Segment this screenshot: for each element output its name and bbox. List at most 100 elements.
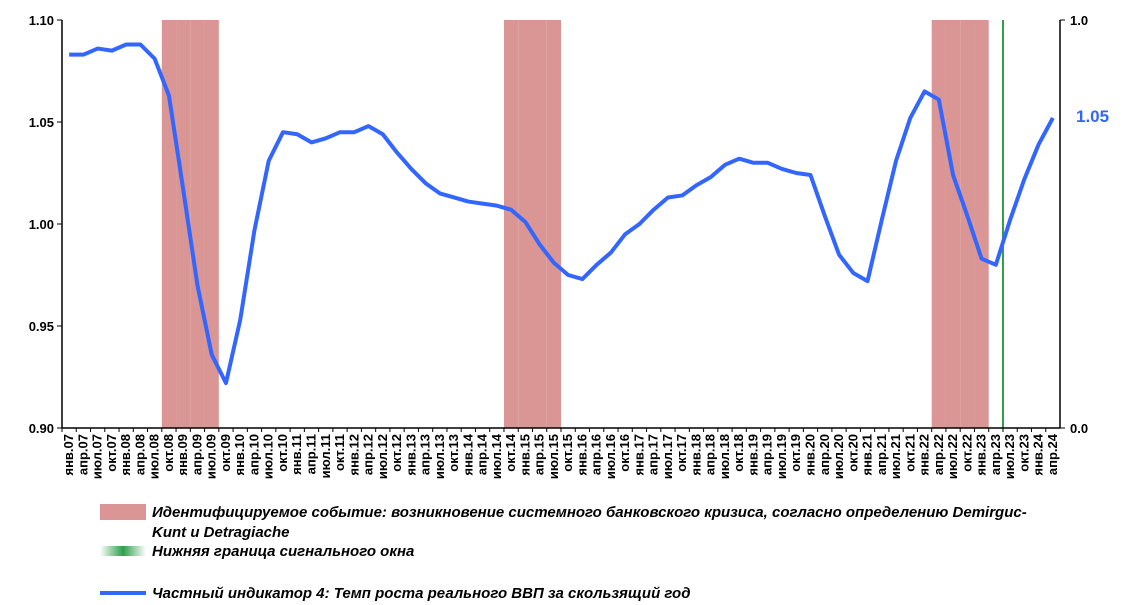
x-tick-label: июл.22	[945, 434, 960, 479]
x-tick-label: янв.21	[860, 434, 875, 476]
x-tick-label: июл.18	[717, 434, 732, 479]
x-tick-label: окт.21	[902, 434, 917, 472]
x-tick-label: июл.08	[147, 434, 162, 479]
x-tick-label: апр.08	[132, 434, 147, 475]
indicator-line	[69, 42, 1055, 386]
x-tick-label: янв.17	[631, 434, 646, 476]
crisis-band	[974, 20, 989, 428]
x-tick-label: апр.22	[931, 434, 946, 475]
x-tick-label: июл.17	[660, 434, 675, 479]
crisis-band	[503, 20, 519, 428]
x-tick-label: апр.14	[475, 433, 490, 475]
x-tick-label: янв.20	[803, 434, 818, 476]
x-tick-label: апр.16	[589, 434, 604, 475]
x-tick-label: янв.14	[460, 433, 475, 475]
x-tick-label: янв.24	[1031, 433, 1046, 475]
crisis-band	[960, 20, 975, 428]
x-tick-label: янв.22	[917, 434, 932, 476]
x-tick-label: апр.12	[361, 434, 376, 475]
legend-item: Частный индикатор 4: Темп роста реальног…	[100, 584, 1032, 604]
x-tick-label: окт.23	[1016, 434, 1031, 472]
y-tick-label: 1.05	[29, 115, 54, 130]
x-tick-label: янв.19	[745, 434, 760, 476]
x-tick-label: окт.16	[617, 434, 632, 472]
x-tick-label: апр.20	[817, 434, 832, 475]
x-tick-label: июл.23	[1002, 434, 1017, 479]
crisis-band	[176, 20, 191, 428]
signal-window-line	[1001, 20, 1004, 428]
x-tick-label: апр.19	[760, 434, 775, 475]
y-tick-label: 1.00	[29, 217, 54, 232]
x-tick-label: окт.12	[389, 434, 404, 472]
x-tick-label: янв.16	[574, 434, 589, 476]
x-tick-label: янв.23	[974, 434, 989, 476]
x-tick-label: янв.07	[61, 434, 76, 476]
x-tick-label: июл.11	[318, 434, 333, 478]
x-tick-label: янв.10	[232, 434, 247, 476]
x-tick-label: июл.13	[432, 434, 447, 479]
x-tick-label: июл.19	[774, 434, 789, 479]
crisis-band	[204, 20, 219, 428]
x-tick-label: апр.13	[418, 434, 433, 475]
legend-swatch	[100, 591, 146, 595]
x-tick-label: июл.10	[261, 434, 276, 479]
x-tick-label: окт.18	[731, 434, 746, 472]
crisis-band	[945, 20, 961, 428]
x-tick-label: апр.15	[532, 434, 547, 475]
x-tick-label: янв.15	[517, 434, 532, 476]
crisis-band	[546, 20, 561, 428]
x-tick-label: апр.11	[304, 434, 319, 474]
x-tick-label: апр.23	[988, 434, 1003, 475]
x-tick-label: окт.17	[674, 434, 689, 472]
y-tick-label: 1.10	[29, 13, 54, 28]
x-tick-label: окт.19	[788, 434, 803, 472]
legend-swatch	[100, 504, 146, 520]
legend-item: Нижняя граница сигнального окна	[100, 542, 1032, 562]
x-tick-label: окт.13	[446, 434, 461, 472]
x-tick-label: июл.07	[90, 434, 105, 479]
legend-label: Идентифицируемое событие: возникновение …	[152, 504, 1027, 541]
x-tick-label: июл.21	[888, 434, 903, 479]
x-tick-label: янв.18	[688, 434, 703, 476]
y-tick-label: 0.90	[29, 421, 54, 436]
x-tick-label: окт.10	[275, 434, 290, 472]
x-tick-label: апр.21	[874, 434, 889, 475]
x-tick-label: окт.14	[503, 433, 518, 472]
x-tick-label: апр.18	[703, 434, 718, 475]
x-tick-label: окт.08	[161, 434, 176, 472]
x-tick-label: окт.07	[104, 434, 119, 472]
x-tick-label: апр.07	[75, 434, 90, 475]
value-label: 1.05	[1076, 107, 1109, 126]
x-tick-label: июл.15	[546, 434, 561, 479]
crisis-band	[931, 20, 946, 428]
x-tick-label: окт.15	[560, 434, 575, 472]
x-tick-label: июл.12	[375, 434, 390, 479]
x-tick-label: июл.20	[831, 434, 846, 479]
crisis-band	[190, 20, 205, 428]
x-tick-label: окт.20	[845, 434, 860, 472]
x-tick-label: июл.14	[489, 433, 504, 479]
x-tick-label: янв.13	[403, 434, 418, 476]
y2-tick-label: 1.0	[1070, 13, 1088, 28]
x-tick-label: янв.11	[289, 434, 304, 475]
x-tick-label: апр.17	[646, 434, 661, 475]
legend-label: Частный индикатор 4: Темп роста реальног…	[152, 585, 691, 602]
x-tick-label: янв.08	[118, 434, 133, 476]
x-tick-label: апр.24	[1045, 433, 1060, 475]
x-tick-label: окт.09	[218, 434, 233, 472]
x-tick-label: июл.16	[603, 434, 618, 479]
crisis-band	[532, 20, 547, 428]
x-tick-label: окт.22	[959, 434, 974, 472]
x-tick-label: окт.11	[332, 434, 347, 471]
x-tick-label: апр.09	[189, 434, 204, 475]
x-tick-label: апр.10	[246, 434, 261, 475]
legend-label: Нижняя граница сигнального окна	[152, 543, 415, 560]
x-tick-label: июл.09	[204, 434, 219, 479]
legend-swatch	[100, 546, 146, 556]
y-tick-label: 0.95	[29, 319, 54, 334]
x-tick-label: янв.09	[175, 434, 190, 476]
legend-item: Идентифицируемое событие: возникновение …	[100, 503, 1032, 543]
y2-tick-label: 0.0	[1070, 421, 1088, 436]
